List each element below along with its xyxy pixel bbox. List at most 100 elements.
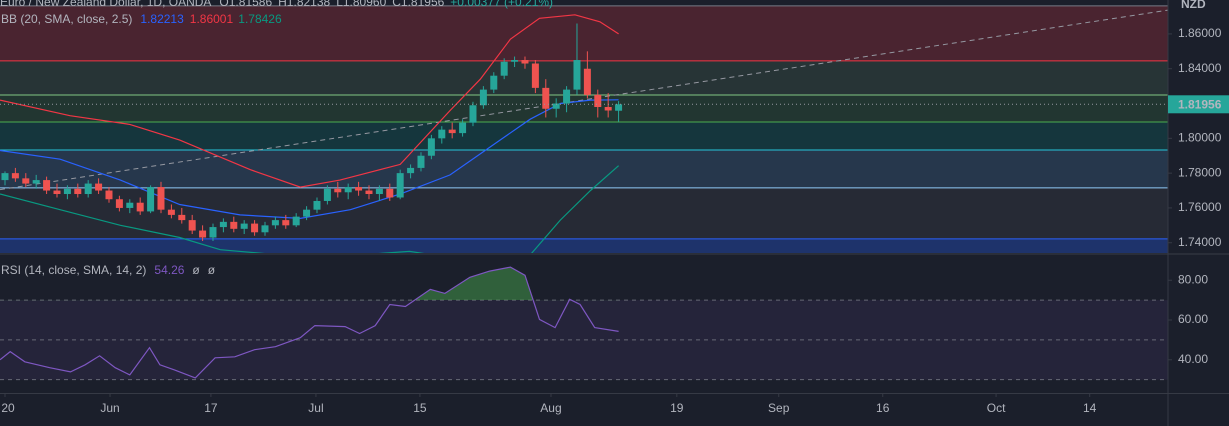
candle-body (563, 89, 571, 104)
y-tick-label: 1.80000 (1178, 131, 1222, 145)
bb-label: BB (20, SMA, close, 2.5) (1, 12, 132, 26)
candle-body (230, 221, 238, 229)
candle-body (490, 75, 498, 90)
x-tick-label: Oct (987, 401, 1006, 415)
x-tick-label: Jun (100, 401, 119, 415)
x-tick-label: 14 (1083, 401, 1097, 415)
y-tick-label: 1.74000 (1178, 235, 1222, 249)
y-tick-label: 1.76000 (1178, 200, 1222, 214)
candle-body (375, 188, 383, 195)
rsi-pane (0, 266, 1168, 381)
ohlc-close: C1.81956 (392, 0, 444, 9)
x-tick-label: 15 (413, 401, 427, 415)
candle-body (74, 188, 82, 195)
last-price-label: 1.81956 (1178, 97, 1222, 111)
legend: Euro / New Zealand Dollar, 1D, OANDA O1.8… (0, 0, 1206, 277)
candle-body (105, 190, 113, 200)
candle-body (115, 199, 123, 208)
bb-line (0, 14, 619, 188)
ohlc-open: O1.81586 (219, 0, 272, 9)
candle-body (63, 188, 71, 195)
candle-body (469, 105, 477, 123)
candle-body (199, 230, 207, 238)
candle-body (542, 87, 550, 109)
x-tick-label: Sep (768, 401, 790, 415)
candle-body (126, 202, 134, 208)
x-tick-label: 19 (670, 401, 684, 415)
candle-body (136, 202, 144, 212)
rsi-extra: ø (208, 263, 216, 277)
candle-body (531, 63, 539, 88)
ohlc-low: L1.80960 (336, 0, 386, 9)
price-pane (0, 5, 1168, 253)
level-band (0, 5, 1168, 61)
level-band (0, 238, 1168, 253)
candle-body (448, 129, 456, 134)
candle-body (43, 180, 51, 191)
candle-body (365, 190, 373, 195)
candle-body (261, 225, 269, 233)
rsi-value: 54.26 (154, 263, 184, 277)
candle-body (334, 188, 342, 193)
candle-body (427, 138, 435, 156)
level-band (0, 149, 1168, 188)
bb-lower-value: 1.78426 (238, 12, 282, 26)
candle-body (95, 183, 103, 191)
x-tick-label: 20 (1, 401, 15, 415)
candle-body (521, 60, 529, 64)
candle-body (271, 220, 279, 226)
candle-body (615, 104, 623, 111)
candle-body (167, 209, 175, 215)
candle-body (32, 180, 40, 184)
trend-line (0, 9, 1168, 191)
candle-body (500, 61, 508, 76)
rsi-extra: ø (192, 263, 200, 277)
candle-body (313, 200, 321, 210)
candle-body (219, 221, 227, 228)
y-tick-label: 1.84000 (1178, 61, 1222, 75)
candle-body (292, 216, 300, 226)
candle-body (22, 178, 30, 184)
candle-body (479, 89, 487, 106)
candle-body (240, 223, 248, 229)
candle-body (573, 60, 581, 90)
candle-body (594, 94, 602, 108)
candle-body (157, 187, 165, 210)
bb-upper-value: 1.86001 (190, 12, 234, 26)
candle-body (147, 187, 155, 212)
candle-body (583, 68, 591, 95)
y-tick-label: 40.00 (1178, 352, 1208, 366)
rsi-label: RSI (14, close, SMA, 14, 2) (1, 263, 146, 277)
symbol-header: Euro / New Zealand Dollar, 1D, OANDA O1.8… (0, 0, 553, 9)
candle-body (53, 190, 61, 195)
rsi-line (0, 266, 619, 379)
ohlc-high: H1.82138 (278, 0, 330, 9)
level-band (0, 95, 1168, 122)
rsi-overbought-fill (0, 267, 619, 301)
level-band (0, 121, 1168, 150)
candle-body (407, 167, 415, 174)
candle-body (282, 220, 290, 226)
candle-body (511, 60, 519, 62)
y-tick-label: 60.00 (1178, 312, 1208, 326)
candle-body (604, 107, 612, 111)
y-tick-label: 1.78000 (1178, 165, 1222, 179)
candle-body (84, 183, 92, 195)
candle-body (188, 220, 196, 231)
x-tick-label: 17 (204, 401, 218, 415)
last-price-box (1168, 95, 1229, 114)
candle-body (11, 173, 19, 179)
currency-label: NZD (1181, 0, 1206, 11)
ohlc-change: +0.00377 (+0.21%) (450, 0, 553, 9)
candle-body (323, 188, 331, 201)
x-tick-label: Aug (540, 401, 561, 415)
x-tick-label: 16 (876, 401, 890, 415)
candle-body (251, 223, 259, 233)
candle-body (178, 214, 186, 221)
candle-body (552, 103, 560, 109)
candle-body (209, 227, 217, 238)
